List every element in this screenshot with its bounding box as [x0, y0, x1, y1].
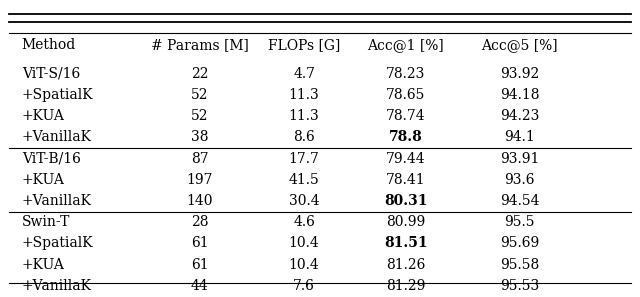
- Text: Swin-T: Swin-T: [22, 215, 70, 229]
- Text: 4.6: 4.6: [293, 215, 315, 229]
- Text: 94.1: 94.1: [504, 130, 535, 144]
- Text: 93.91: 93.91: [500, 151, 540, 166]
- Text: +KUA: +KUA: [22, 173, 65, 187]
- Text: 80.31: 80.31: [384, 194, 428, 208]
- Text: 22: 22: [191, 67, 208, 81]
- Text: +VanillaK: +VanillaK: [22, 194, 92, 208]
- Text: 80.99: 80.99: [386, 215, 425, 229]
- Text: +SpatialK: +SpatialK: [22, 236, 93, 250]
- Text: 79.44: 79.44: [386, 151, 426, 166]
- Text: 93.6: 93.6: [504, 173, 535, 187]
- Text: +KUA: +KUA: [22, 109, 65, 123]
- Text: 30.4: 30.4: [289, 194, 319, 208]
- Text: 81.51: 81.51: [384, 236, 428, 250]
- Text: 10.4: 10.4: [289, 257, 319, 271]
- Text: 10.4: 10.4: [289, 236, 319, 250]
- Text: 95.5: 95.5: [504, 215, 535, 229]
- Text: 95.58: 95.58: [500, 257, 540, 271]
- Text: 94.18: 94.18: [500, 88, 540, 102]
- Text: 41.5: 41.5: [289, 173, 319, 187]
- Text: 140: 140: [186, 194, 212, 208]
- Text: 94.23: 94.23: [500, 109, 540, 123]
- Text: 11.3: 11.3: [289, 109, 319, 123]
- Text: 197: 197: [186, 173, 212, 187]
- Text: +VanillaK: +VanillaK: [22, 130, 92, 144]
- Text: Acc@5 [%]: Acc@5 [%]: [481, 38, 558, 52]
- Text: Acc@1 [%]: Acc@1 [%]: [367, 38, 444, 52]
- Text: 61: 61: [191, 236, 208, 250]
- Text: FLOPs [G]: FLOPs [G]: [268, 38, 340, 52]
- Text: 93.92: 93.92: [500, 67, 540, 81]
- Text: +KUA: +KUA: [22, 257, 65, 271]
- Text: +VanillaK: +VanillaK: [22, 279, 92, 293]
- Text: 78.8: 78.8: [388, 130, 422, 144]
- Text: 8.6: 8.6: [293, 130, 315, 144]
- Text: # Params [M]: # Params [M]: [150, 38, 248, 52]
- Text: 81.26: 81.26: [386, 257, 426, 271]
- Text: ViT-S/16: ViT-S/16: [22, 67, 80, 81]
- Text: 61: 61: [191, 257, 208, 271]
- Text: 94.54: 94.54: [500, 194, 540, 208]
- Text: 38: 38: [191, 130, 208, 144]
- Text: 78.74: 78.74: [386, 109, 426, 123]
- Text: 4.7: 4.7: [293, 67, 315, 81]
- Text: Method: Method: [22, 38, 76, 52]
- Text: 7.6: 7.6: [293, 279, 315, 293]
- Text: 81.29: 81.29: [386, 279, 426, 293]
- Text: 17.7: 17.7: [289, 151, 319, 166]
- Text: 78.41: 78.41: [386, 173, 426, 187]
- Text: 52: 52: [191, 109, 208, 123]
- Text: 78.23: 78.23: [386, 67, 426, 81]
- Text: ViT-B/16: ViT-B/16: [22, 151, 81, 166]
- Text: 44: 44: [191, 279, 209, 293]
- Text: 78.65: 78.65: [386, 88, 426, 102]
- Text: 87: 87: [191, 151, 208, 166]
- Text: 95.53: 95.53: [500, 279, 540, 293]
- Text: 28: 28: [191, 215, 208, 229]
- Text: +SpatialK: +SpatialK: [22, 88, 93, 102]
- Text: 52: 52: [191, 88, 208, 102]
- Text: 95.69: 95.69: [500, 236, 540, 250]
- Text: 11.3: 11.3: [289, 88, 319, 102]
